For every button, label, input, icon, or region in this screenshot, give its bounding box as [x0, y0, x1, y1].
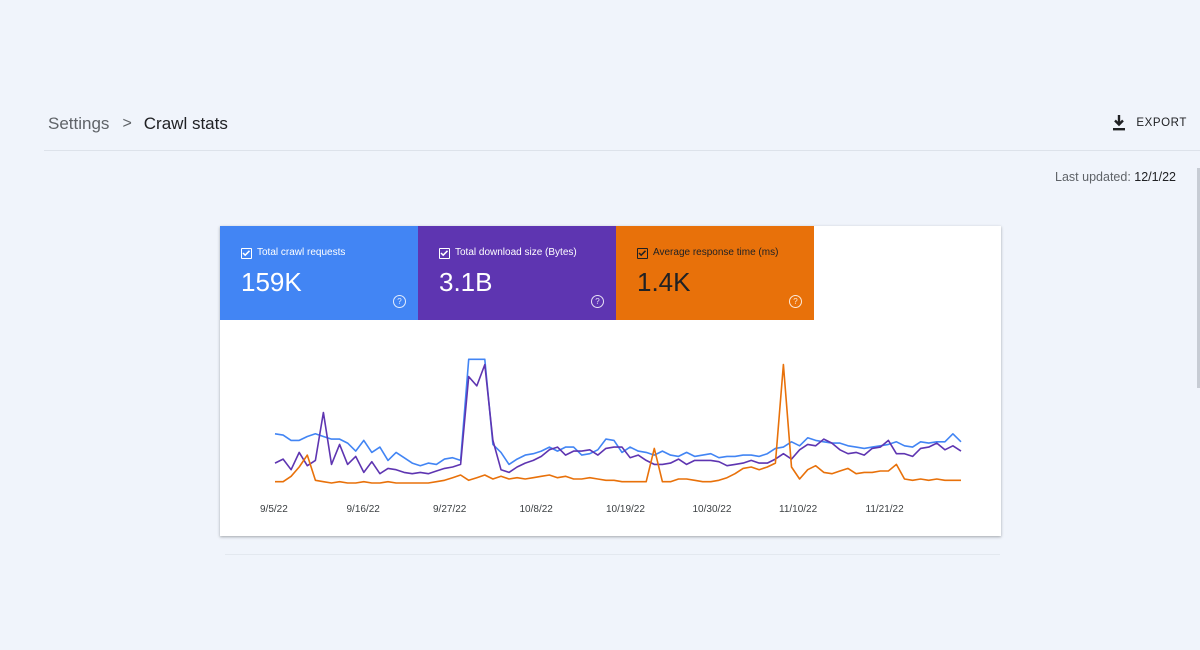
x-tick-label: 11/10/22 [779, 504, 818, 515]
x-tick-label: 10/8/22 [520, 504, 554, 515]
series-line-1 [274, 358, 962, 467]
x-tick-label: 10/19/22 [606, 504, 645, 515]
x-tick-label: 9/27/22 [433, 504, 467, 515]
breadcrumb-settings-link[interactable]: Settings [48, 114, 110, 133]
export-button[interactable]: EXPORT [1111, 114, 1187, 132]
metric-tabs: Total crawl requests 159K ? Total downlo… [220, 226, 814, 320]
metric-label: Total crawl requests [257, 247, 346, 258]
series-line-3 [275, 363, 961, 484]
help-icon[interactable]: ? [393, 295, 406, 308]
series-line-2 [274, 363, 962, 475]
last-updated-date: 12/1/22 [1134, 170, 1176, 184]
export-label: EXPORT [1136, 117, 1187, 129]
chevron-right-icon: > [122, 115, 132, 132]
metric-value: 1.4K [637, 267, 691, 297]
breadcrumb: Settings > Crawl stats [48, 114, 228, 134]
divider [225, 554, 1000, 555]
x-tick-label: 10/30/22 [693, 504, 732, 515]
checkbox-checked-icon[interactable] [637, 248, 648, 259]
page-title: Crawl stats [143, 114, 228, 133]
x-tick-label: 9/5/22 [260, 504, 288, 515]
metric-value: 159K [241, 267, 302, 297]
page-header: Settings > Crawl stats EXPORT [44, 100, 1200, 151]
metric-total-crawl-requests[interactable]: Total crawl requests 159K ? [220, 226, 418, 320]
checkbox-checked-icon[interactable] [241, 248, 252, 259]
x-tick-label: 11/21/22 [866, 504, 905, 515]
metric-average-response-time[interactable]: Average response time (ms) 1.4K ? [616, 226, 814, 320]
metric-value: 3.1B [439, 267, 493, 297]
last-updated: Last updated: 12/1/22 [1055, 170, 1176, 184]
metric-label: Total download size (Bytes) [455, 247, 577, 258]
metric-label: Average response time (ms) [653, 247, 779, 258]
last-updated-label: Last updated: [1055, 170, 1131, 184]
checkbox-checked-icon[interactable] [439, 248, 450, 259]
help-icon[interactable]: ? [591, 295, 604, 308]
crawl-stats-card: Total crawl requests 159K ? Total downlo… [220, 226, 1001, 536]
crawl-stats-chart: 9/5/22 9/16/22 9/27/22 10/8/22 10/19/22 10/30… [260, 358, 962, 515]
help-icon[interactable]: ? [789, 295, 802, 308]
x-tick-label: 9/16/22 [347, 504, 381, 515]
download-icon [1113, 115, 1126, 131]
metric-total-download-size[interactable]: Total download size (Bytes) 3.1B ? [418, 226, 616, 320]
scrollbar[interactable] [1197, 168, 1200, 388]
